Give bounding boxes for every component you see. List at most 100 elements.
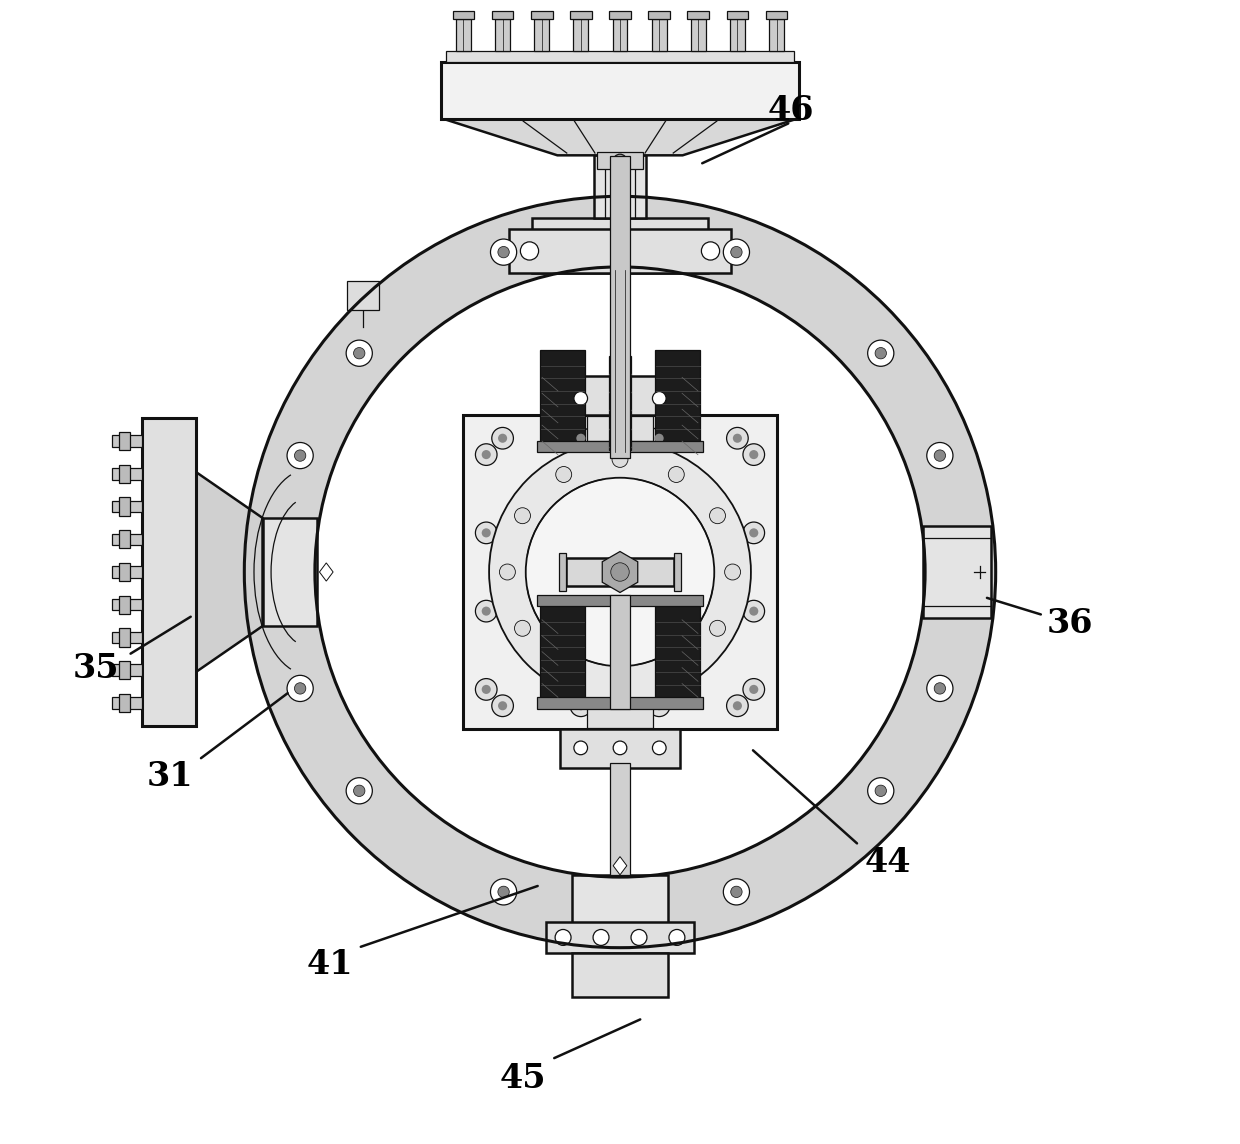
Text: 41: 41 bbox=[306, 948, 353, 982]
Bar bbox=[609, 10, 631, 18]
Circle shape bbox=[491, 239, 517, 265]
Bar bbox=[119, 464, 130, 483]
Circle shape bbox=[668, 467, 684, 483]
Bar bbox=[532, 219, 708, 272]
Polygon shape bbox=[444, 119, 796, 156]
Circle shape bbox=[934, 450, 946, 461]
Bar bbox=[119, 661, 130, 680]
Bar bbox=[119, 432, 130, 451]
Bar bbox=[119, 563, 130, 581]
Polygon shape bbox=[613, 857, 627, 875]
Circle shape bbox=[574, 741, 588, 755]
Bar bbox=[119, 498, 130, 516]
Circle shape bbox=[709, 620, 725, 636]
Circle shape bbox=[611, 563, 629, 581]
Circle shape bbox=[875, 348, 887, 359]
Circle shape bbox=[613, 676, 627, 692]
Circle shape bbox=[475, 444, 497, 466]
Bar bbox=[119, 693, 130, 712]
Bar bbox=[119, 530, 130, 548]
Bar bbox=[113, 533, 141, 545]
Circle shape bbox=[515, 508, 531, 524]
Bar bbox=[537, 595, 703, 606]
Circle shape bbox=[286, 443, 314, 469]
Bar bbox=[113, 436, 141, 447]
Bar bbox=[572, 875, 668, 929]
Circle shape bbox=[570, 428, 591, 450]
Bar bbox=[610, 157, 630, 458]
Circle shape bbox=[730, 246, 742, 257]
Polygon shape bbox=[196, 472, 263, 672]
Bar bbox=[598, 152, 642, 169]
Bar bbox=[587, 416, 653, 442]
Text: 46: 46 bbox=[768, 95, 813, 127]
Bar bbox=[537, 442, 703, 453]
Circle shape bbox=[294, 683, 306, 694]
Circle shape bbox=[749, 685, 759, 694]
Bar bbox=[113, 501, 141, 513]
Circle shape bbox=[498, 887, 510, 898]
Polygon shape bbox=[320, 563, 334, 581]
Circle shape bbox=[556, 467, 572, 483]
Circle shape bbox=[556, 929, 572, 945]
Circle shape bbox=[749, 450, 759, 459]
Circle shape bbox=[481, 606, 491, 615]
Circle shape bbox=[294, 450, 306, 461]
Bar bbox=[610, 763, 630, 875]
Polygon shape bbox=[603, 551, 637, 593]
Circle shape bbox=[491, 879, 517, 905]
Circle shape bbox=[475, 601, 497, 622]
Bar bbox=[113, 599, 141, 611]
Circle shape bbox=[743, 522, 765, 543]
Bar bbox=[263, 518, 317, 626]
Circle shape bbox=[655, 434, 663, 443]
Circle shape bbox=[492, 694, 513, 716]
Bar bbox=[508, 229, 732, 272]
Circle shape bbox=[481, 529, 491, 538]
Polygon shape bbox=[244, 197, 996, 947]
Bar bbox=[594, 156, 646, 219]
Polygon shape bbox=[613, 269, 627, 287]
Circle shape bbox=[613, 741, 627, 755]
Circle shape bbox=[926, 443, 954, 469]
Bar bbox=[609, 356, 631, 451]
Bar bbox=[559, 553, 565, 591]
Circle shape bbox=[475, 678, 497, 700]
Circle shape bbox=[481, 450, 491, 459]
Circle shape bbox=[649, 694, 670, 716]
Circle shape bbox=[498, 246, 510, 257]
Circle shape bbox=[498, 434, 507, 443]
Bar bbox=[440, 62, 800, 119]
Circle shape bbox=[709, 508, 725, 524]
Circle shape bbox=[652, 391, 666, 405]
Bar bbox=[119, 628, 130, 646]
Circle shape bbox=[526, 478, 714, 666]
Bar bbox=[675, 553, 681, 591]
Bar bbox=[539, 601, 585, 702]
Circle shape bbox=[926, 675, 954, 701]
Bar bbox=[495, 18, 510, 50]
Circle shape bbox=[475, 522, 497, 543]
Circle shape bbox=[521, 241, 538, 260]
Circle shape bbox=[649, 428, 670, 450]
Bar bbox=[546, 922, 694, 953]
Bar bbox=[534, 18, 549, 50]
Circle shape bbox=[743, 678, 765, 700]
Circle shape bbox=[498, 701, 507, 710]
Text: 36: 36 bbox=[1047, 606, 1092, 639]
Bar bbox=[766, 10, 787, 18]
Bar bbox=[727, 10, 748, 18]
Circle shape bbox=[733, 434, 742, 443]
Circle shape bbox=[743, 444, 765, 466]
Bar bbox=[453, 10, 474, 18]
Bar bbox=[649, 10, 670, 18]
Circle shape bbox=[655, 701, 663, 710]
Text: 44: 44 bbox=[864, 845, 911, 879]
Bar bbox=[570, 10, 591, 18]
Circle shape bbox=[613, 391, 627, 405]
Bar bbox=[769, 18, 784, 50]
Bar bbox=[456, 18, 471, 50]
Bar bbox=[923, 526, 991, 618]
Bar bbox=[691, 18, 706, 50]
Circle shape bbox=[353, 348, 365, 359]
